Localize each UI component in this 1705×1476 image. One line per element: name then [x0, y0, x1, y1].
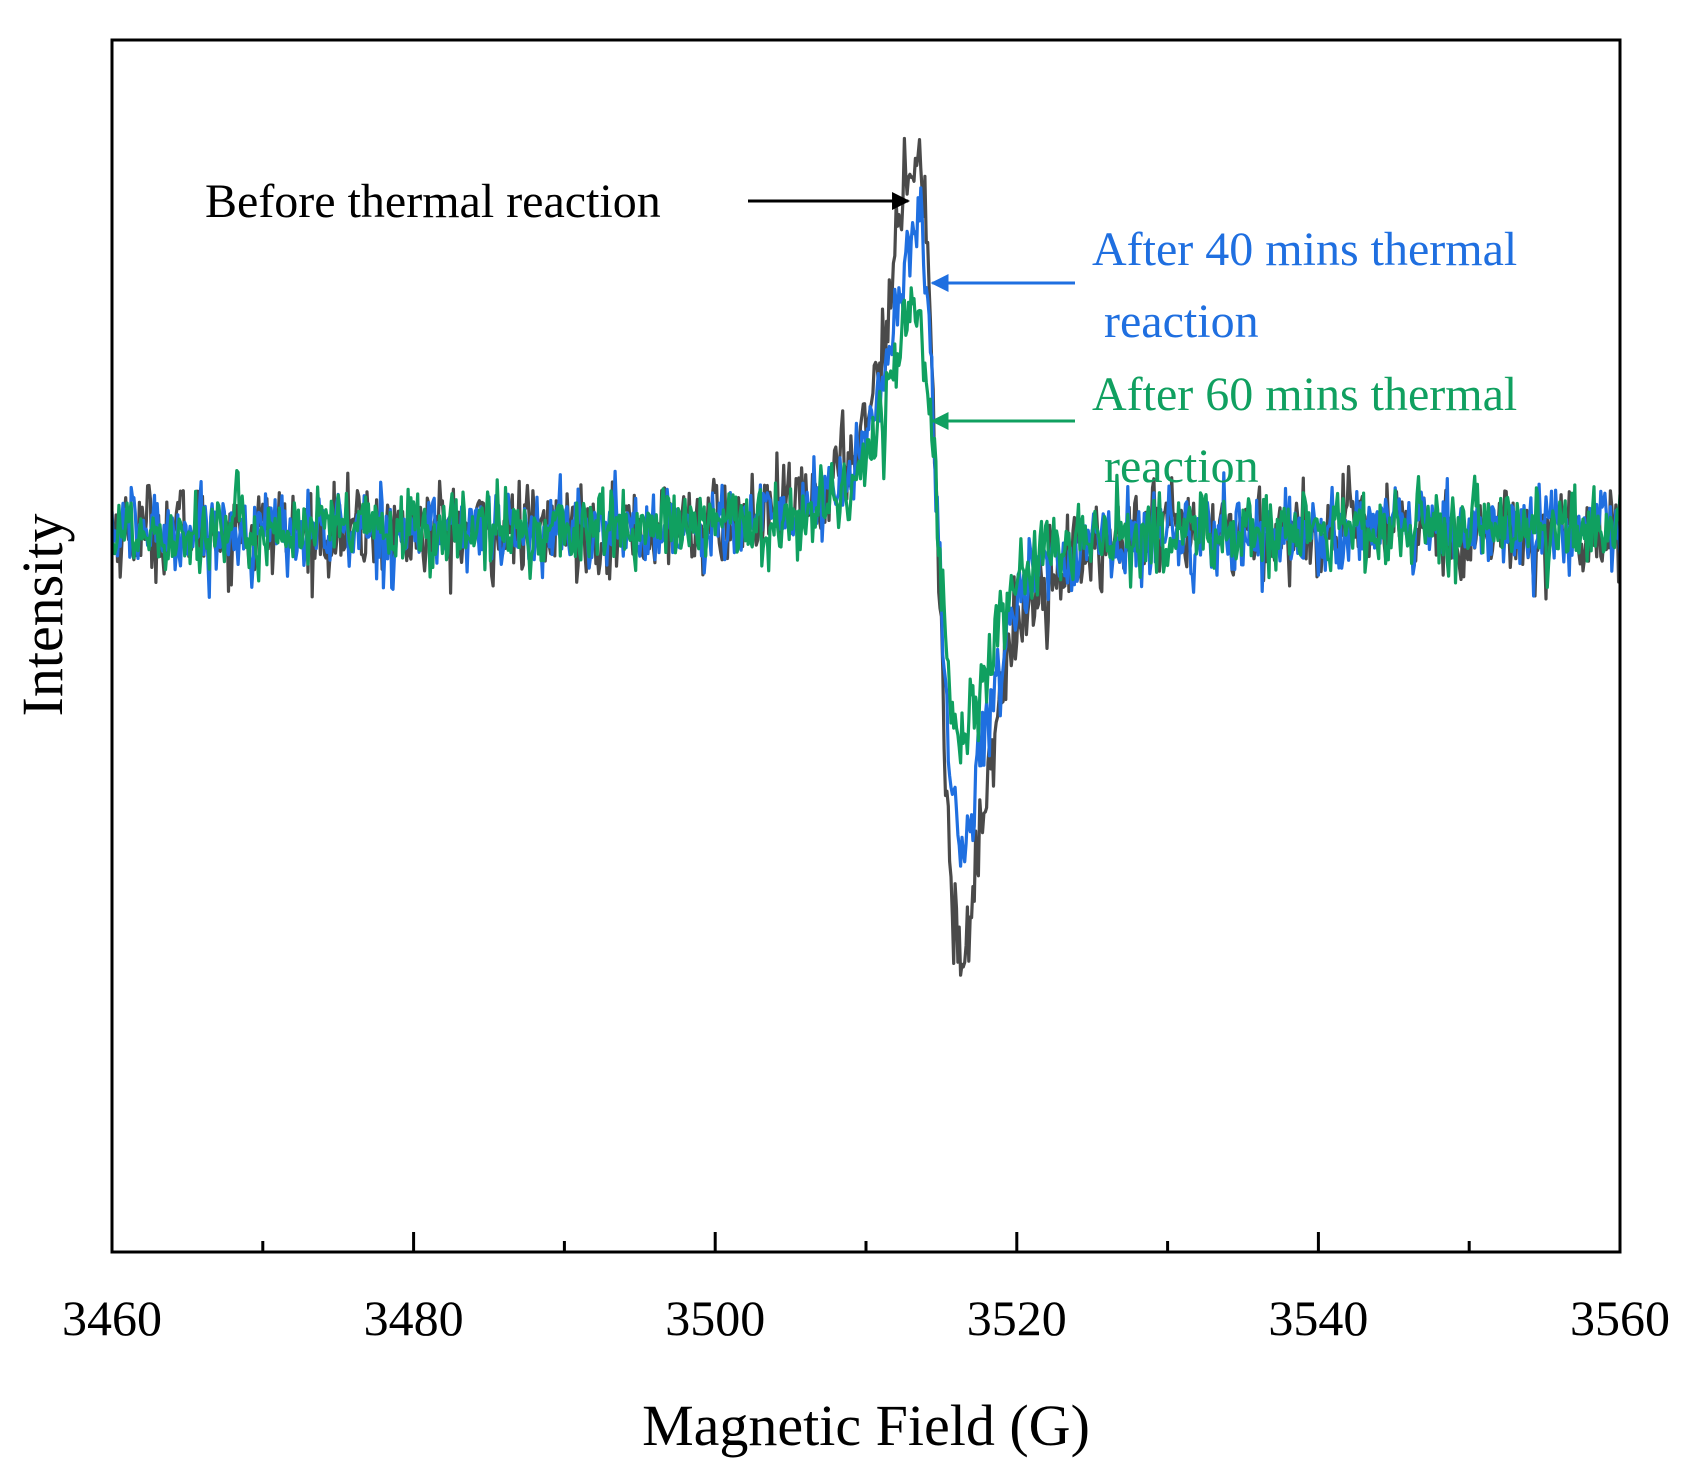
annotation-label-3: After 60 mins thermal reaction — [1092, 368, 1517, 493]
annotation-line: Before thermal reaction — [205, 175, 661, 228]
x-tick-label: 3520 — [967, 1290, 1067, 1346]
x-tick-label: 3480 — [364, 1290, 464, 1346]
series-layer — [112, 136, 1620, 977]
y-axis-title: Intensity — [10, 514, 75, 717]
x-axis-tick-labels: 3460 3480 3500 3520 3540 3560 — [62, 1290, 1670, 1346]
x-axis-title: Magnetic Field (G) — [642, 1393, 1090, 1458]
annotation-line: After 60 mins thermal — [1092, 368, 1517, 421]
series-line-3 — [112, 286, 1620, 765]
x-axis-ticks — [110, 1232, 1622, 1252]
x-tick-label: 3560 — [1570, 1290, 1670, 1346]
x-tick-label: 3500 — [665, 1290, 765, 1346]
annotation-line: reaction — [1104, 440, 1259, 493]
annotations: Before thermal reaction After 40 mins the… — [205, 175, 1517, 493]
x-tick-label: 3460 — [62, 1290, 162, 1346]
annotation-label-1: Before thermal reaction — [205, 175, 661, 228]
annotation-label-2: After 40 mins thermal reaction — [1092, 223, 1517, 348]
annotation-line: After 40 mins thermal — [1092, 223, 1517, 276]
annotation-line: reaction — [1104, 295, 1259, 348]
x-tick-label: 3540 — [1268, 1290, 1368, 1346]
